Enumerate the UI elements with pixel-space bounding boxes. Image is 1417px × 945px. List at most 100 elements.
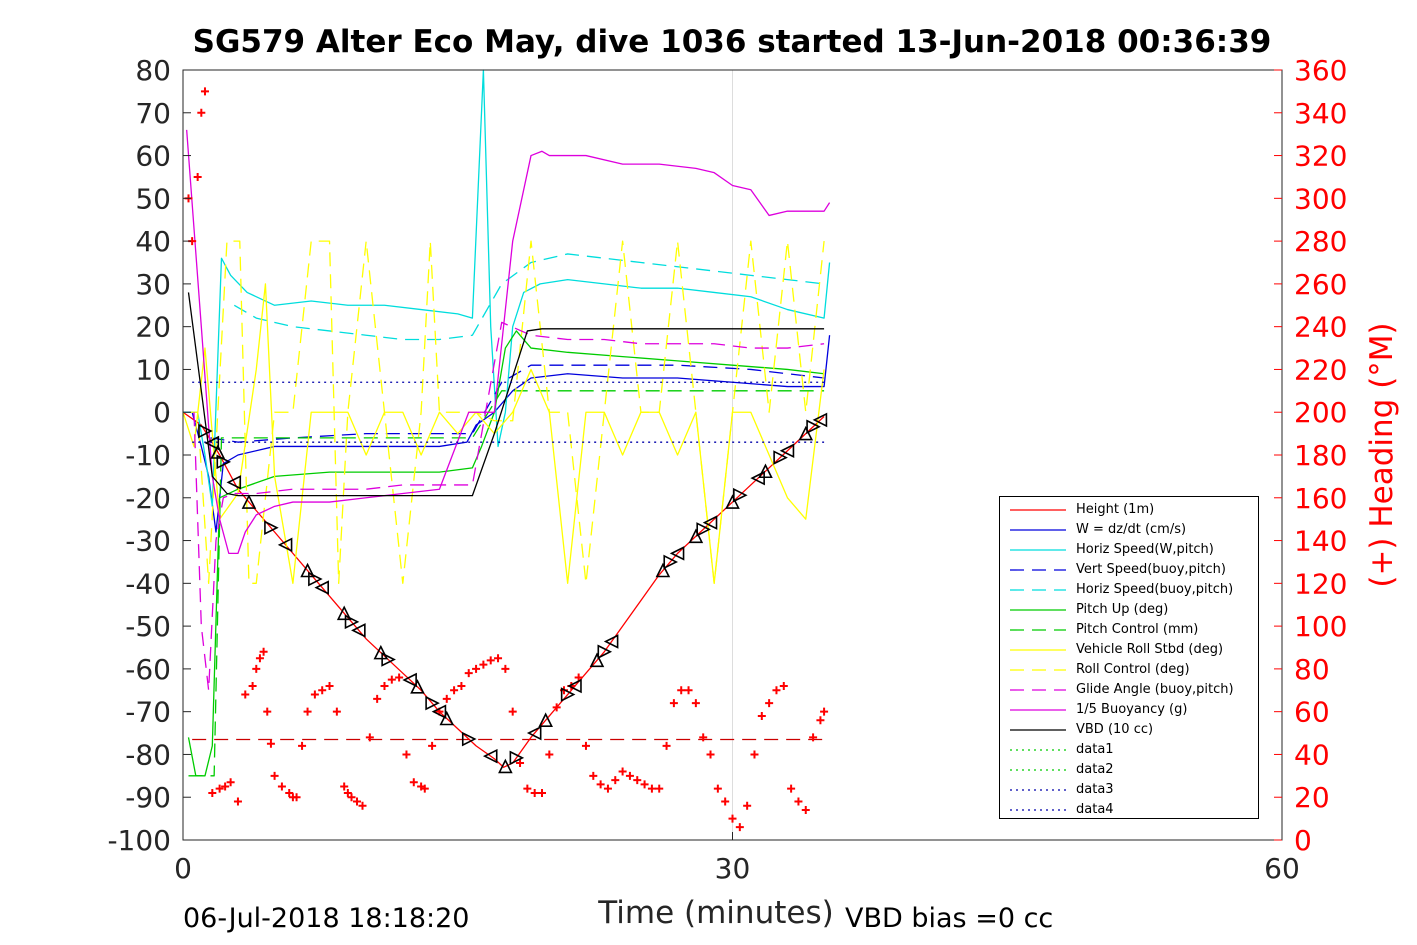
triangle-marker <box>758 463 773 479</box>
triangle-marker <box>344 614 360 630</box>
heading-point <box>662 741 671 750</box>
heading-point <box>358 801 367 810</box>
heading-point <box>303 707 312 716</box>
heading-point <box>574 673 583 682</box>
heading-point <box>450 686 459 695</box>
triangle-marker <box>277 537 293 553</box>
y-tick-label: 30 <box>135 268 171 301</box>
heading-point <box>721 797 730 806</box>
triangle-marker <box>461 731 477 747</box>
heading-point <box>669 699 678 708</box>
heading-point <box>310 690 319 699</box>
y2-tick-label: 240 <box>1294 311 1347 344</box>
heading-point <box>765 699 774 708</box>
heading-point <box>581 741 590 750</box>
heading-point <box>625 771 634 780</box>
heading-point <box>508 707 517 716</box>
triangle-markers <box>198 412 828 774</box>
heading-point <box>794 797 803 806</box>
heading-point <box>618 767 627 776</box>
heading-point <box>633 776 642 785</box>
triangle-marker <box>509 750 525 766</box>
triangle-marker <box>567 678 582 694</box>
legend-swatch <box>1010 509 1066 511</box>
legend-swatch <box>1010 529 1066 531</box>
legend-label: VBD (10 cc) <box>1076 722 1154 737</box>
heading-point <box>750 750 759 759</box>
y2-tick-label: 280 <box>1294 225 1347 258</box>
heading-point <box>494 654 503 663</box>
y2-tick-label: 320 <box>1294 140 1347 173</box>
heading-point <box>325 682 334 690</box>
heading-point <box>318 686 327 695</box>
legend-entry: Horiz Speed(W,pitch) <box>1000 540 1258 560</box>
legend-label: Vert Speed(buoy,pitch) <box>1076 562 1226 577</box>
heading-point <box>420 784 429 793</box>
legend-label: data3 <box>1076 782 1114 797</box>
series-line-10 <box>186 129 831 555</box>
triangle-marker <box>589 652 605 668</box>
triangle-marker <box>526 725 542 741</box>
legend-entry: 1/5 Buoyancy (g) <box>1000 700 1258 720</box>
heading-point <box>263 707 272 716</box>
heading-point <box>516 759 525 767</box>
triangle-marker <box>498 758 513 774</box>
heading-point <box>197 108 206 117</box>
triangle-marker <box>241 494 257 509</box>
triangle-marker <box>812 412 828 428</box>
y2-tick-label: 0 <box>1294 824 1312 857</box>
legend-label: Vehicle Roll Stbd (deg) <box>1076 642 1224 657</box>
legend-entry: Vehicle Roll Stbd (deg) <box>1000 640 1258 660</box>
heading-point <box>640 780 649 789</box>
heading-point <box>347 793 356 802</box>
heading-point <box>735 823 744 832</box>
y-tick-label: 40 <box>135 225 171 258</box>
y-tick-label: -40 <box>125 567 171 600</box>
legend-swatch <box>1010 609 1066 611</box>
y-tick-label: 60 <box>135 140 171 173</box>
triangle-marker <box>216 454 232 470</box>
y-tick-label: -90 <box>125 781 171 814</box>
legend-label: data2 <box>1076 762 1114 777</box>
series-line-11 <box>187 292 825 497</box>
y2-tick-label: 100 <box>1294 610 1347 643</box>
y-tick-label: -50 <box>125 610 171 643</box>
series-line-3 <box>210 364 825 443</box>
series-line-9 <box>193 321 825 691</box>
heading-point <box>743 801 752 810</box>
triangle-marker <box>300 562 315 578</box>
heading-point <box>215 784 224 793</box>
legend-swatch <box>1010 669 1066 671</box>
legend-swatch <box>1010 749 1066 751</box>
y2-tick-label: 140 <box>1294 525 1347 558</box>
heading-point <box>816 716 825 725</box>
legend-label: Roll Control (deg) <box>1076 662 1190 677</box>
triangle-marker <box>264 520 279 536</box>
heading-point <box>395 673 404 682</box>
heading-point <box>523 784 532 793</box>
heading-point <box>699 733 708 742</box>
heading-point <box>457 682 466 690</box>
heading-point <box>428 741 437 750</box>
x-axis-label: Time (minutes) <box>597 895 833 931</box>
triangle-marker <box>425 695 440 711</box>
heading-point <box>402 750 411 759</box>
heading-point <box>298 741 307 750</box>
triangle-marker <box>226 475 242 490</box>
heading-point <box>779 682 788 690</box>
legend-entry: Vert Speed(buoy,pitch) <box>1000 560 1258 580</box>
series-line-1 <box>183 335 831 533</box>
heading-point <box>332 707 341 716</box>
heading-point <box>538 788 547 797</box>
triangle-marker <box>351 623 366 638</box>
legend-entry: data4 <box>1000 800 1258 820</box>
y-tick-label: 70 <box>135 97 171 130</box>
triangle-marker <box>538 712 553 728</box>
legend-label: W = dz/dt (cm/s) <box>1076 522 1187 537</box>
heading-point <box>252 664 261 673</box>
legend-entry: Height (1m) <box>1000 500 1258 520</box>
y2-tick-label: 360 <box>1294 54 1347 87</box>
heading-point <box>193 172 202 181</box>
triangle-marker <box>402 672 417 688</box>
y2-tick-label: 260 <box>1294 268 1347 301</box>
